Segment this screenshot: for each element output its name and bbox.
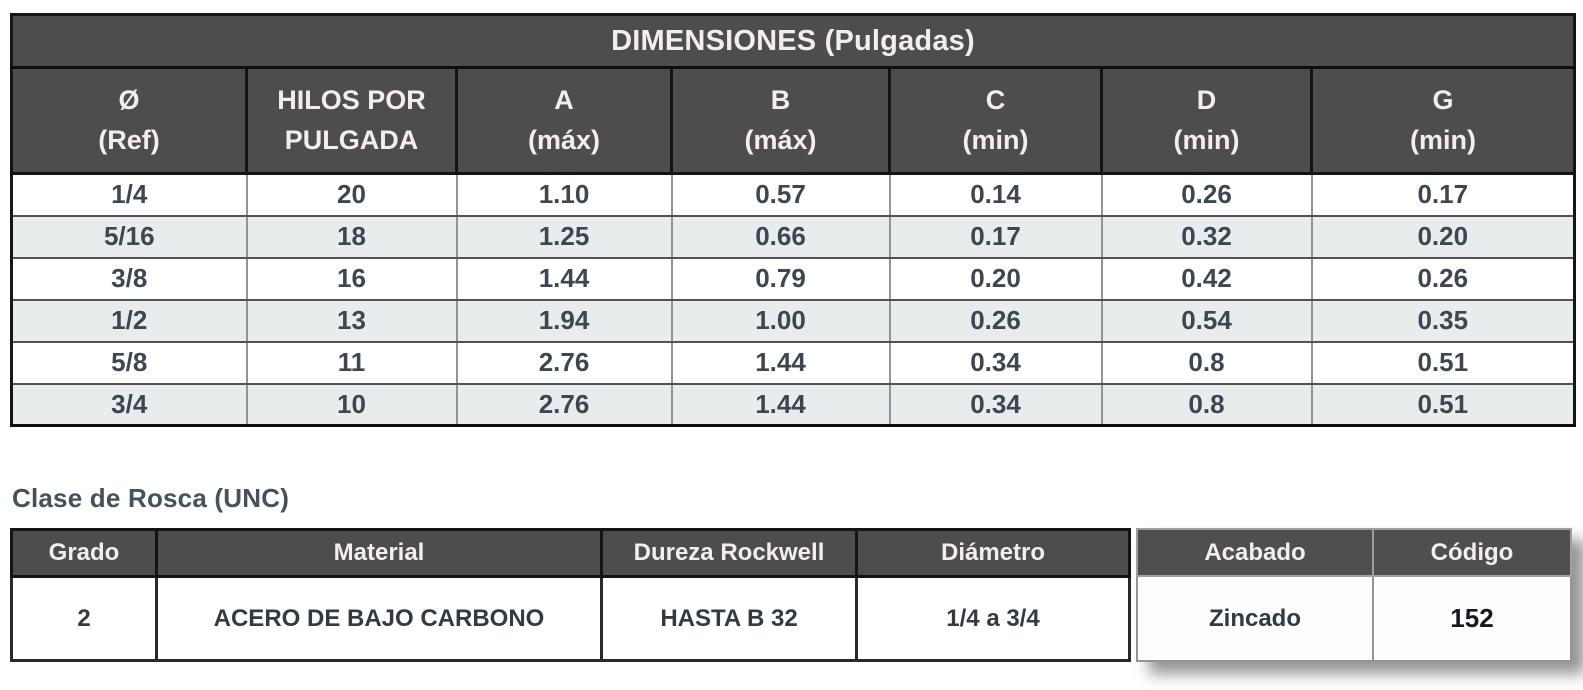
thread-class-data-row: 2 ACERO DE BAJO CARBONO HASTA B 32 1/4 a… <box>10 575 1131 662</box>
cell-diameter: 1/4 <box>10 172 248 217</box>
column-header-diameter-ref: Ø (Ref) <box>10 66 248 175</box>
column-header-line2: (min) <box>1410 124 1476 155</box>
cell-threads: 10 <box>245 382 458 427</box>
column-header-g-min: G (min) <box>1310 66 1576 175</box>
cell-a: 1.25 <box>455 214 673 259</box>
column-header-a-max: A (máx) <box>455 66 673 175</box>
cell-threads: 13 <box>245 298 458 343</box>
cell-a: 2.76 <box>455 340 673 385</box>
column-header-b-max: B (máx) <box>670 66 891 175</box>
cell-threads: 16 <box>245 256 458 301</box>
thread-class-table: Grado Material Dureza Rockwell Diámetro … <box>10 528 1131 662</box>
cell-diameter: 3/8 <box>10 256 248 301</box>
column-header-threads-per-inch: HILOS POR PULGADA <box>245 66 458 175</box>
column-header-line2: PULGADA <box>284 124 419 155</box>
cell-g: 0.35 <box>1310 298 1576 343</box>
cell-d: 0.8 <box>1100 382 1313 427</box>
column-header-code: Código <box>1372 528 1572 577</box>
thread-class-header-row: Grado Material Dureza Rockwell Diámetro <box>10 528 1131 578</box>
column-header-line1: HILOS POR <box>277 85 426 116</box>
column-header-finish: Acabado <box>1136 528 1374 577</box>
column-header-material: Material <box>155 528 603 578</box>
column-header-line1: D <box>1196 85 1217 116</box>
column-header-line2: (min) <box>962 124 1029 155</box>
cell-grade: 2 <box>10 575 158 662</box>
cell-diameter: 5/16 <box>10 214 248 259</box>
table-row: 3/4 10 2.76 1.44 0.34 0.8 0.51 <box>10 382 1576 427</box>
dimensions-header-row: Ø (Ref) HILOS POR PULGADA A (máx) B (máx… <box>10 66 1576 175</box>
cell-finish: Zincado <box>1136 575 1374 662</box>
cell-diameter-range: 1/4 a 3/4 <box>855 575 1131 662</box>
cell-diameter: 3/4 <box>10 382 248 427</box>
cell-c: 0.20 <box>888 256 1103 301</box>
column-header-line2: (máx) <box>744 124 817 155</box>
column-header-rockwell-hardness: Dureza Rockwell <box>600 528 858 578</box>
column-header-grade: Grado <box>10 528 158 578</box>
column-header-line2: (min) <box>1173 124 1240 155</box>
cell-d: 0.32 <box>1100 214 1313 259</box>
cell-a: 2.76 <box>455 382 673 427</box>
cell-threads: 11 <box>245 340 458 385</box>
column-header-diameter-range: Diámetro <box>855 528 1131 578</box>
finish-code-data-row: Zincado 152 <box>1136 575 1572 662</box>
column-header-line1: A <box>554 85 574 116</box>
cell-code: 152 <box>1372 575 1572 662</box>
finish-code-card: Acabado Código Zincado 152 <box>1136 528 1572 662</box>
cell-d: 0.8 <box>1100 340 1313 385</box>
thread-class-heading: Clase de Rosca (UNC) <box>12 483 290 513</box>
cell-a: 1.44 <box>455 256 673 301</box>
column-header-d-min: D (min) <box>1100 66 1313 175</box>
cell-b: 1.00 <box>670 298 891 343</box>
cell-b: 0.57 <box>670 172 891 217</box>
table-row: 1/4 20 1.10 0.57 0.14 0.26 0.17 <box>10 172 1576 217</box>
cell-g: 0.20 <box>1310 214 1576 259</box>
cell-a: 1.10 <box>455 172 673 217</box>
dimensions-table: DIMENSIONES (Pulgadas) Ø (Ref) HILOS POR… <box>10 13 1576 427</box>
cell-b: 1.44 <box>670 340 891 385</box>
cell-material: ACERO DE BAJO CARBONO <box>155 575 603 662</box>
cell-g: 0.17 <box>1310 172 1576 217</box>
cell-c: 0.34 <box>888 382 1103 427</box>
cell-b: 1.44 <box>670 382 891 427</box>
cell-threads: 18 <box>245 214 458 259</box>
cell-g: 0.26 <box>1310 256 1576 301</box>
cell-b: 0.79 <box>670 256 891 301</box>
cell-c: 0.34 <box>888 340 1103 385</box>
cell-c: 0.14 <box>888 172 1103 217</box>
cell-a: 1.94 <box>455 298 673 343</box>
dimensions-table-title: DIMENSIONES (Pulgadas) <box>11 14 1575 69</box>
cell-c: 0.26 <box>888 298 1103 343</box>
column-header-c-min: C (min) <box>888 66 1103 175</box>
column-header-line1: B <box>770 85 791 116</box>
cell-rockwell-hardness: HASTA B 32 <box>600 575 858 662</box>
finish-code-header-row: Acabado Código <box>1136 528 1572 577</box>
cell-g: 0.51 <box>1310 340 1576 385</box>
cell-d: 0.42 <box>1100 256 1313 301</box>
column-header-line1: Ø <box>118 85 140 116</box>
cell-g: 0.51 <box>1310 382 1576 427</box>
table-row: 1/2 13 1.94 1.00 0.26 0.54 0.35 <box>10 298 1576 343</box>
cell-b: 0.66 <box>670 214 891 259</box>
dimensions-title-row: DIMENSIONES (Pulgadas) <box>11 14 1575 69</box>
column-header-line1: G <box>1432 85 1454 116</box>
table-row: 5/16 18 1.25 0.66 0.17 0.32 0.20 <box>10 214 1576 259</box>
cell-c: 0.17 <box>888 214 1103 259</box>
column-header-line2: (Ref) <box>98 124 160 155</box>
column-header-line2: (máx) <box>527 124 601 155</box>
cell-diameter: 5/8 <box>10 340 248 385</box>
table-row: 3/8 16 1.44 0.79 0.20 0.42 0.26 <box>10 256 1576 301</box>
cell-d: 0.26 <box>1100 172 1313 217</box>
cell-d: 0.54 <box>1100 298 1313 343</box>
cell-diameter: 1/2 <box>10 298 248 343</box>
column-header-line1: C <box>985 85 1006 116</box>
cell-threads: 20 <box>245 172 458 217</box>
table-row: 5/8 11 2.76 1.44 0.34 0.8 0.51 <box>10 340 1576 385</box>
